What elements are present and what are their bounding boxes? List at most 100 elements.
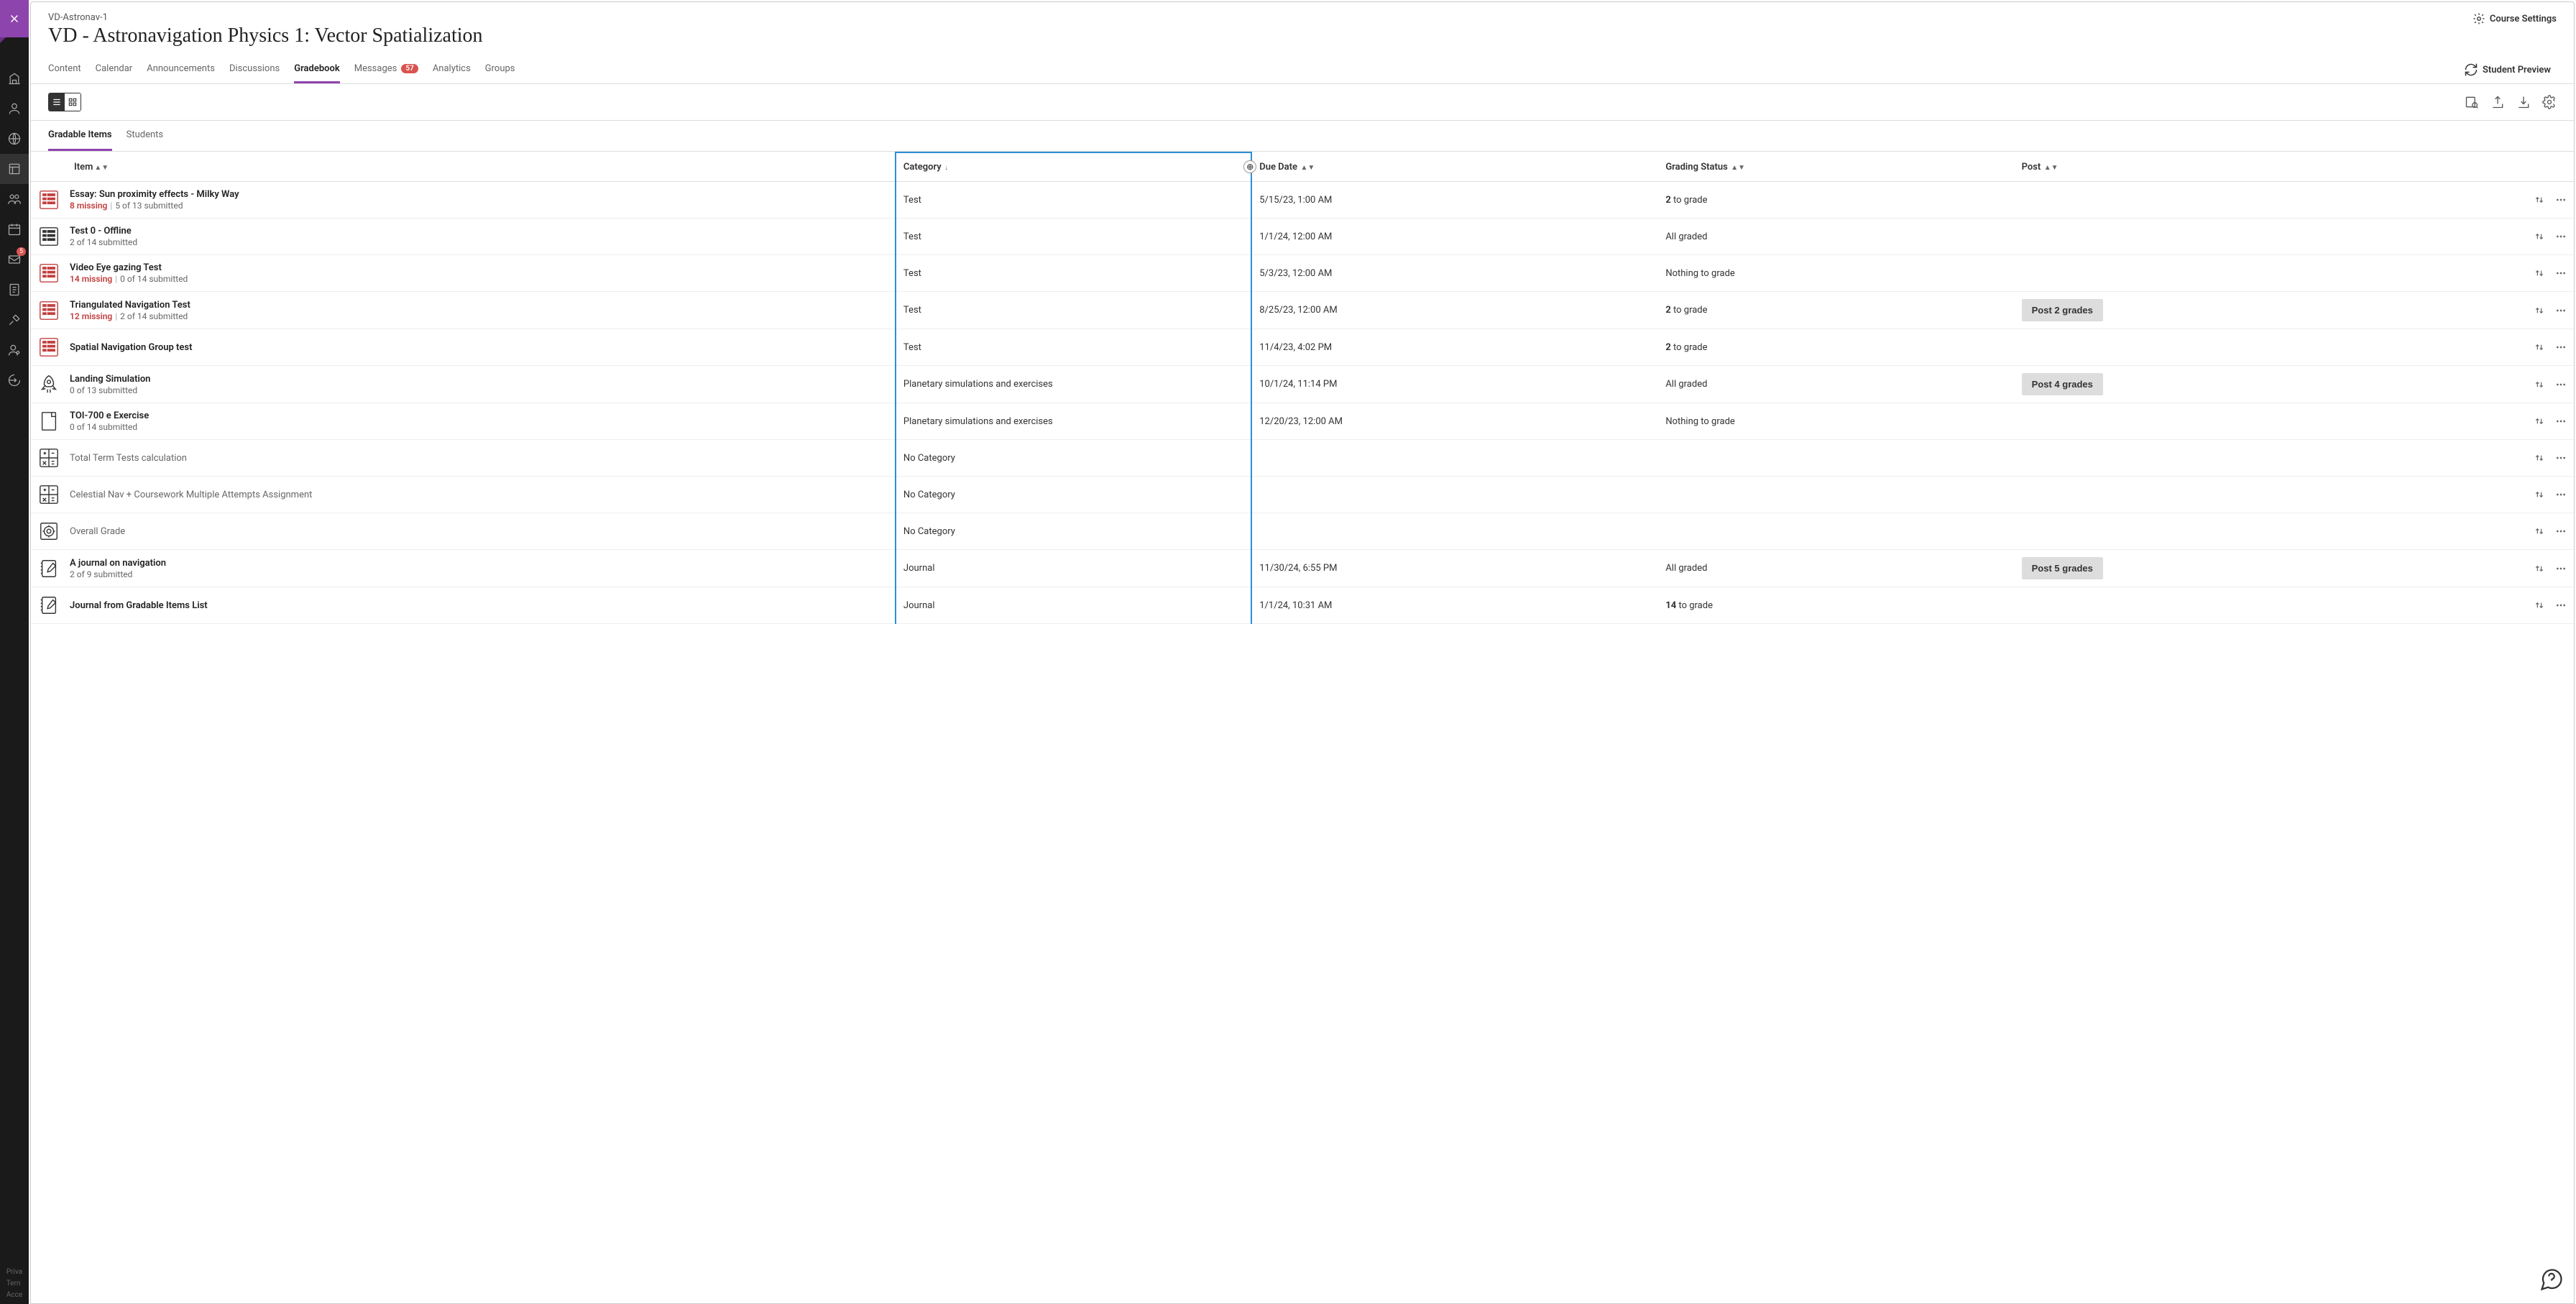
reorder-icon[interactable] [2534, 452, 2545, 464]
rail-calendar-icon[interactable] [0, 214, 29, 244]
column-header-category[interactable]: Category ↓ [896, 152, 1251, 182]
table-row[interactable]: Test 0 - Offline2 of 14 submittedTest1/1… [31, 219, 2574, 255]
rail-institution-icon[interactable] [0, 63, 29, 93]
gradebook-subtabs: Gradable Items Students [31, 121, 2574, 152]
tab-messages[interactable]: Messages57 [354, 56, 418, 83]
download-icon[interactable] [2516, 95, 2531, 109]
upload-icon[interactable] [2490, 95, 2505, 109]
table-row[interactable]: Triangulated Navigation Test12 missing|2… [31, 292, 2574, 329]
list-view-button[interactable] [49, 93, 65, 111]
item-title: Journal from Gradable Items List [70, 600, 208, 611]
reorder-icon[interactable] [2534, 525, 2545, 537]
settings-icon[interactable] [2542, 95, 2557, 109]
more-options-icon[interactable] [2555, 305, 2567, 316]
sort-icon: ▲▼ [1299, 164, 1315, 172]
column-header-status[interactable]: Grading Status ▲▼ [1658, 152, 2014, 182]
more-options-icon[interactable] [2555, 267, 2567, 279]
table-row[interactable]: Essay: Sun proximity effects - Milky Way… [31, 182, 2574, 219]
item-category: No Category [896, 477, 1251, 513]
item-grading-status: Nothing to grade [1658, 255, 2014, 292]
tab-discussions[interactable]: Discussions [229, 56, 280, 83]
item-grading-status: 2 to grade [1658, 182, 2014, 219]
reorder-icon[interactable] [2534, 563, 2545, 574]
item-category: No Category [896, 513, 1251, 550]
course-tabs: Content Calendar Announcements Discussions G… [48, 56, 515, 83]
grid-view-button[interactable] [65, 93, 80, 111]
missing-count: 8 missing [70, 201, 107, 211]
rail-signout-icon[interactable] [0, 365, 29, 395]
submitted-count: 2 of 14 submitted [120, 311, 188, 321]
more-options-icon[interactable] [2555, 600, 2567, 611]
close-panel-button[interactable] [0, 0, 29, 37]
rail-groups-icon[interactable] [0, 184, 29, 214]
rail-grades-icon[interactable] [0, 275, 29, 305]
post-grades-button[interactable]: Post 2 grades [2022, 299, 2103, 321]
test-icon [38, 226, 60, 247]
search-icon[interactable] [2465, 95, 2479, 109]
table-row[interactable]: Journal from Gradable Items ListJournal1… [31, 587, 2574, 624]
reorder-icon[interactable] [2534, 305, 2545, 316]
more-options-icon[interactable] [2555, 452, 2567, 464]
table-row[interactable]: Overall GradeNo Category [31, 513, 2574, 550]
add-column-button[interactable]: ⊕ [1243, 160, 1256, 173]
tab-calendar[interactable]: Calendar [96, 56, 133, 83]
tab-content[interactable]: Content [48, 56, 81, 83]
help-button[interactable] [2539, 1267, 2564, 1292]
student-preview-button[interactable]: Student Preview [2464, 63, 2557, 77]
item-grading-status [1658, 440, 2014, 477]
test-icon [38, 189, 60, 211]
test-icon [38, 262, 60, 284]
item-due-date [1251, 440, 1658, 477]
more-options-icon[interactable] [2555, 194, 2567, 206]
item-grading-status: 2 to grade [1658, 292, 2014, 329]
tab-groups[interactable]: Groups [485, 56, 515, 83]
tab-analytics[interactable]: Analytics [433, 56, 471, 83]
reorder-icon[interactable] [2534, 379, 2545, 390]
column-header-item[interactable]: Item▲▼ [31, 152, 896, 182]
missing-count: 14 missing [70, 274, 112, 284]
rail-activity-icon[interactable] [0, 124, 29, 154]
rail-admin-icon[interactable] [0, 335, 29, 365]
rail-tools-icon[interactable] [0, 305, 29, 335]
table-row[interactable]: Video Eye gazing Test14 missing|0 of 14 … [31, 255, 2574, 292]
item-title: Celestial Nav + Coursework Multiple Atte… [70, 490, 312, 500]
reorder-icon[interactable] [2534, 267, 2545, 279]
item-title: Landing Simulation [70, 374, 150, 385]
reorder-icon[interactable] [2534, 341, 2545, 353]
item-category: Test [896, 219, 1251, 255]
table-row[interactable]: TOI-700 e Exercise0 of 14 submittedPlane… [31, 403, 2574, 440]
reorder-icon[interactable] [2534, 600, 2545, 611]
more-options-icon[interactable] [2555, 231, 2567, 242]
tab-gradebook[interactable]: Gradebook [294, 56, 340, 83]
breadcrumb[interactable]: VD-Astronav-1 [48, 12, 483, 23]
reorder-icon[interactable] [2534, 231, 2545, 242]
post-grades-button[interactable]: Post 5 grades [2022, 557, 2103, 579]
table-row[interactable]: Spatial Navigation Group testTest11/4/23… [31, 329, 2574, 366]
tab-announcements[interactable]: Announcements [147, 56, 215, 83]
rail-messages-icon[interactable]: 5 [0, 244, 29, 275]
more-options-icon[interactable] [2555, 415, 2567, 427]
table-row[interactable]: Celestial Nav + Coursework Multiple Atte… [31, 477, 2574, 513]
item-title: A journal on navigation [70, 558, 166, 569]
more-options-icon[interactable] [2555, 525, 2567, 537]
reorder-icon[interactable] [2534, 415, 2545, 427]
table-row[interactable]: A journal on navigation2 of 9 submittedJ… [31, 550, 2574, 587]
item-grading-status: All graded [1658, 550, 2014, 587]
table-row[interactable]: Total Term Tests calculationNo Category [31, 440, 2574, 477]
post-grades-button[interactable]: Post 4 grades [2022, 373, 2103, 395]
rail-courses-icon[interactable] [0, 154, 29, 184]
rail-profile-icon[interactable] [0, 93, 29, 124]
more-options-icon[interactable] [2555, 563, 2567, 574]
column-header-due[interactable]: ⊕ Due Date ▲▼ [1251, 152, 1658, 182]
reorder-icon[interactable] [2534, 489, 2545, 500]
item-due-date: 11/30/24, 6:55 PM [1251, 550, 1658, 587]
reorder-icon[interactable] [2534, 194, 2545, 206]
subtab-gradable-items[interactable]: Gradable Items [48, 121, 112, 151]
more-options-icon[interactable] [2555, 341, 2567, 353]
table-row[interactable]: Landing Simulation0 of 13 submittedPlane… [31, 366, 2574, 403]
subtab-students[interactable]: Students [126, 121, 164, 151]
more-options-icon[interactable] [2555, 379, 2567, 390]
more-options-icon[interactable] [2555, 489, 2567, 500]
column-header-post[interactable]: Post ▲▼ [2015, 152, 2370, 182]
course-settings-button[interactable]: Course Settings [2472, 12, 2557, 25]
